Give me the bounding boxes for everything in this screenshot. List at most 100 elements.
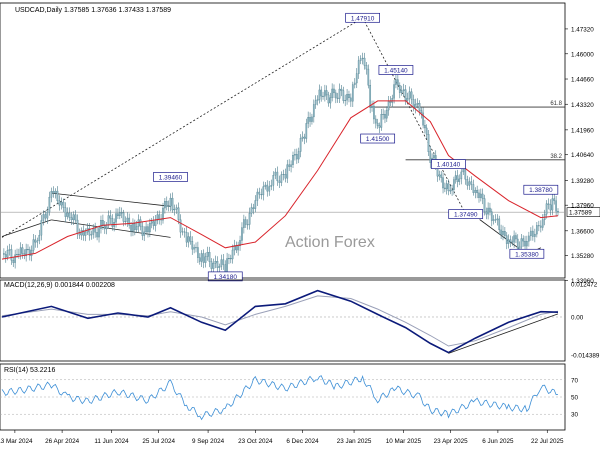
candle-body: [492, 219, 495, 221]
candle-body: [474, 189, 477, 193]
candle-body: [19, 247, 22, 255]
candle-body: [555, 200, 557, 212]
candle-body: [389, 101, 392, 103]
candle-body: [376, 122, 379, 126]
candle-body: [541, 219, 544, 228]
candle-body: [528, 235, 530, 242]
candle-body: [241, 227, 243, 241]
x-axis-label: 25 Jul 2024: [142, 438, 175, 445]
candle-body: [357, 60, 360, 74]
candle-body: [28, 249, 31, 256]
price-label-box: [378, 65, 414, 75]
candle-body: [56, 190, 59, 202]
candle-body: [406, 98, 409, 101]
price-label-box: [523, 184, 559, 195]
price-label-box: [153, 172, 188, 182]
candle-body: [100, 220, 102, 229]
candle-body: [167, 205, 170, 207]
candle-body: [222, 259, 225, 265]
candle-body: [355, 73, 358, 84]
candle-body: [32, 239, 35, 251]
candle-body: [513, 235, 515, 243]
candle-body: [476, 189, 479, 194]
candle-body: [72, 214, 75, 221]
candle-body: [416, 102, 419, 105]
candle-body: [333, 88, 335, 94]
candle-body: [46, 211, 49, 219]
candle-body: [216, 261, 219, 268]
candle-body: [342, 90, 345, 101]
candle-body: [280, 174, 283, 183]
candle-body: [511, 241, 514, 243]
candle-body: [98, 228, 100, 238]
price-axis-label: 1.35280: [571, 253, 594, 260]
price-axis-label: 1.47320: [571, 26, 594, 33]
candle-body: [165, 201, 168, 207]
candle-body: [363, 57, 366, 66]
macd-signal-line: [1, 295, 559, 347]
candle-body: [288, 164, 291, 167]
x-axis-label: 10 Mar 2025: [386, 438, 422, 445]
candle-body: [447, 183, 450, 192]
candle-body: [460, 171, 463, 180]
x-axis-label: 22 Jul 2025: [531, 438, 564, 445]
candle-body: [198, 257, 201, 262]
candle-body: [349, 97, 352, 102]
candle-body: [487, 207, 489, 215]
candle-body: [128, 217, 131, 226]
candle-body: [120, 212, 123, 214]
candle-body: [397, 79, 399, 86]
rsi-axis-label: 70: [571, 377, 579, 384]
price-axis-label: 1.41960: [571, 127, 594, 134]
candle-body: [338, 88, 341, 99]
candle-body: [149, 222, 151, 233]
candle-body: [320, 89, 323, 97]
candle-body: [378, 125, 381, 128]
candle-body: [410, 91, 413, 100]
x-axis-label: 9 Sep 2024: [192, 438, 225, 445]
price-label-text: 1.37490: [454, 212, 478, 219]
candle-body: [286, 164, 289, 179]
candle-body: [468, 181, 471, 186]
candle-body: [384, 114, 386, 119]
candle-body: [243, 219, 245, 228]
candle-body: [38, 234, 41, 241]
candle-body: [8, 249, 11, 251]
candle-body: [505, 235, 508, 244]
candle-body: [154, 220, 157, 226]
x-axis-label: 23 Jan 2025: [337, 438, 372, 445]
candle-body: [425, 127, 428, 135]
macd-panel-title: MACD(12,26,9) 0.001844 0.002208: [4, 282, 115, 289]
candle-body: [284, 174, 287, 179]
candle-body: [10, 249, 13, 261]
price-label-box: [509, 248, 545, 259]
candle-body: [385, 109, 388, 119]
candle-body: [516, 238, 519, 250]
price-axis-label: 1.33960: [571, 278, 594, 285]
rsi-line: [1, 374, 559, 421]
candle-body: [266, 184, 269, 192]
candle-body: [400, 90, 403, 93]
candle-body: [393, 84, 395, 99]
candle-body: [553, 198, 556, 201]
candle-body: [485, 211, 488, 215]
candle-body: [244, 219, 247, 225]
candle-body: [348, 94, 350, 99]
candle-body: [297, 151, 300, 160]
candle-body: [60, 201, 63, 206]
candle-body: [220, 259, 223, 267]
candle-body: [105, 224, 108, 230]
candle-body: [481, 193, 484, 199]
current-price-value: 1.37589: [569, 210, 592, 217]
candle-body: [54, 190, 57, 194]
candle-body: [68, 212, 71, 218]
price-panel-frame: [0, 2, 566, 279]
candle-body: [309, 117, 311, 122]
candle-body: [21, 247, 24, 254]
candle-body: [424, 125, 426, 129]
candle-body: [202, 253, 205, 263]
trendline: [1, 17, 363, 238]
price-label-text: 1.47910: [351, 15, 375, 22]
candle-body: [344, 100, 347, 101]
